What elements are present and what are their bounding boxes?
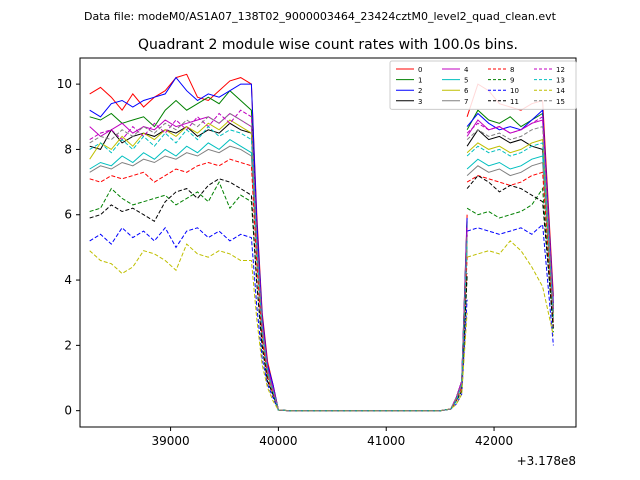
legend-label-10: 10 — [510, 87, 519, 95]
series-line-2 — [466, 109, 554, 303]
y-tick-label: 0 — [64, 404, 72, 418]
series-line-11 — [466, 174, 554, 330]
series-line-9 — [466, 187, 554, 333]
series-line-10 — [89, 226, 468, 412]
legend-label-7: 7 — [464, 98, 468, 106]
x-tick-label: 39000 — [151, 434, 189, 448]
series-line-3 — [89, 122, 468, 412]
series-line-5 — [89, 138, 468, 412]
series-layer — [89, 73, 554, 412]
legend-label-5: 5 — [464, 77, 468, 85]
chart-title: Quadrant 2 module wise count rates with … — [138, 37, 518, 53]
legend-label-1: 1 — [418, 77, 422, 85]
series-line-13 — [466, 142, 554, 317]
legend-label-6: 6 — [464, 87, 469, 95]
x-tick-label: 42000 — [475, 434, 513, 448]
series-line-6 — [89, 119, 468, 412]
series-line-1 — [466, 109, 554, 307]
legend-label-3: 3 — [418, 98, 422, 106]
series-line-12 — [466, 115, 554, 310]
y-tick-label: 10 — [57, 77, 72, 91]
legend-label-11: 11 — [510, 98, 519, 106]
series-line-9 — [89, 180, 468, 412]
legend-box — [389, 60, 577, 110]
series-line-4 — [89, 112, 468, 412]
legend-label-4: 4 — [464, 66, 469, 74]
series-line-7 — [466, 161, 554, 323]
y-tick-label: 6 — [64, 208, 72, 222]
legend-label-9: 9 — [510, 77, 514, 85]
x-tick-label: 40000 — [259, 434, 297, 448]
legend-label-12: 12 — [556, 66, 565, 74]
legend-label-15: 15 — [556, 98, 565, 106]
series-line-13 — [89, 125, 468, 412]
chart-suptitle: Data file: modeM0/AS1A07_138T02_90000034… — [84, 10, 557, 23]
series-line-14 — [466, 240, 554, 336]
series-line-8 — [89, 158, 468, 412]
series-line-15 — [89, 112, 468, 412]
series-line-12 — [89, 109, 468, 412]
series-line-3 — [466, 129, 554, 313]
series-line-8 — [466, 171, 554, 326]
series-line-7 — [89, 145, 468, 412]
x-offset-label: +3.178e8 — [517, 454, 576, 468]
series-line-11 — [89, 178, 468, 412]
x-tick-label: 41000 — [367, 434, 405, 448]
legend-label-2: 2 — [418, 87, 422, 95]
y-tick-label: 4 — [64, 273, 72, 287]
y-tick-label: 8 — [64, 142, 72, 156]
plot-frame — [79, 57, 577, 428]
legend-label-8: 8 — [510, 66, 514, 74]
series-line-6 — [466, 138, 554, 317]
series-line-14 — [89, 243, 468, 412]
y-tick-label: 2 — [64, 338, 72, 352]
legend-label-0: 0 — [418, 66, 422, 74]
series-line-5 — [466, 155, 554, 320]
series-line-15 — [466, 125, 554, 313]
legend-label-14: 14 — [556, 87, 565, 95]
series-line-0 — [89, 73, 468, 412]
legend-label-13: 13 — [556, 77, 565, 85]
series-line-10 — [466, 223, 554, 346]
